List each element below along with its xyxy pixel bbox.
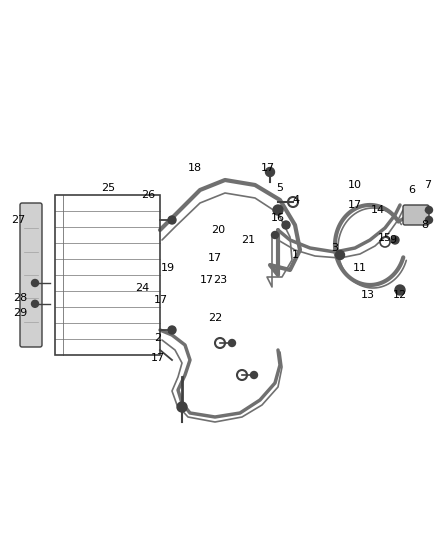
Text: 15: 15 — [378, 233, 392, 243]
Text: 26: 26 — [141, 190, 155, 200]
Text: 23: 23 — [213, 275, 227, 285]
Text: 28: 28 — [13, 293, 27, 303]
Text: 6: 6 — [409, 185, 416, 195]
Text: 18: 18 — [188, 163, 202, 173]
Text: 17: 17 — [200, 275, 214, 285]
Circle shape — [391, 236, 399, 244]
Text: 11: 11 — [353, 263, 367, 273]
Text: 7: 7 — [424, 180, 431, 190]
FancyBboxPatch shape — [20, 203, 42, 347]
Text: 12: 12 — [393, 290, 407, 300]
Circle shape — [32, 279, 39, 287]
Text: 24: 24 — [135, 283, 149, 293]
Circle shape — [425, 216, 432, 223]
Circle shape — [395, 285, 405, 295]
Circle shape — [273, 205, 283, 215]
Circle shape — [425, 206, 432, 214]
Circle shape — [282, 221, 290, 229]
Text: 21: 21 — [241, 235, 255, 245]
Text: 10: 10 — [348, 180, 362, 190]
Text: 17: 17 — [348, 200, 362, 210]
Circle shape — [229, 340, 236, 346]
Text: 20: 20 — [211, 225, 225, 235]
Text: 27: 27 — [11, 215, 25, 225]
Text: 1: 1 — [292, 250, 299, 260]
Text: 4: 4 — [293, 195, 300, 205]
Text: 2: 2 — [155, 333, 162, 343]
Circle shape — [336, 251, 345, 260]
Text: 17: 17 — [261, 163, 275, 173]
Circle shape — [177, 402, 187, 412]
Text: 25: 25 — [101, 183, 115, 193]
Text: 14: 14 — [371, 205, 385, 215]
Circle shape — [168, 216, 176, 224]
Text: 17: 17 — [154, 295, 168, 305]
Text: 8: 8 — [421, 220, 428, 230]
Circle shape — [168, 326, 176, 334]
Circle shape — [251, 372, 258, 378]
Text: 29: 29 — [13, 308, 27, 318]
Text: 19: 19 — [161, 263, 175, 273]
Text: 9: 9 — [389, 235, 396, 245]
Circle shape — [32, 300, 39, 308]
Text: 17: 17 — [208, 253, 222, 263]
Circle shape — [272, 231, 279, 238]
Text: 5: 5 — [276, 183, 283, 193]
FancyBboxPatch shape — [403, 205, 429, 225]
Text: 16: 16 — [271, 213, 285, 223]
Text: 3: 3 — [332, 243, 339, 253]
Text: 13: 13 — [361, 290, 375, 300]
Bar — [55, 195, 160, 355]
Circle shape — [265, 167, 275, 176]
Text: 17: 17 — [151, 353, 165, 363]
Text: 22: 22 — [208, 313, 222, 323]
